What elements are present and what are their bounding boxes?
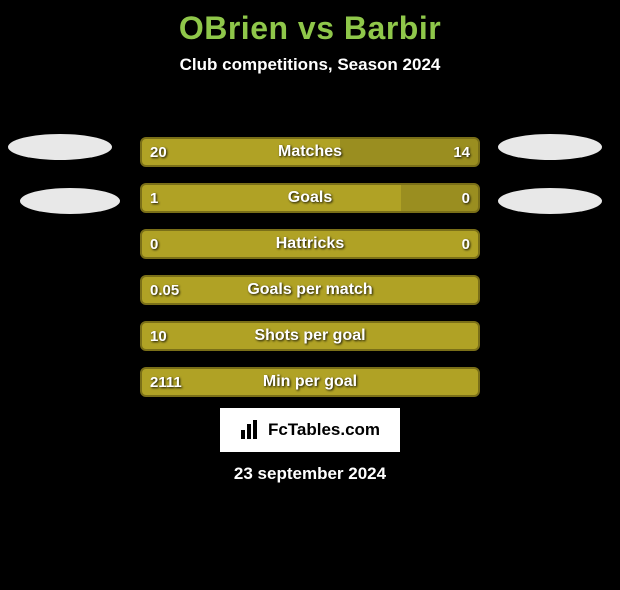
logo-text: FcTables.com bbox=[268, 420, 380, 440]
bars-icon bbox=[240, 420, 262, 440]
stat-bar-track bbox=[140, 229, 480, 259]
page-title: OBrien vs Barbir bbox=[0, 10, 620, 47]
stat-bar-track bbox=[140, 275, 480, 305]
fctables-logo: FcTables.com bbox=[220, 408, 400, 452]
stat-row: Min per goal2111 bbox=[0, 360, 620, 406]
stat-row: Shots per goal10 bbox=[0, 314, 620, 360]
stat-bar-track bbox=[140, 321, 480, 351]
stats-bars: Matches2014Goals10Hattricks00Goals per m… bbox=[0, 130, 620, 406]
page-subtitle: Club competitions, Season 2024 bbox=[0, 55, 620, 75]
stat-bar-track bbox=[140, 367, 480, 397]
stat-row: Goals per match0.05 bbox=[0, 268, 620, 314]
root: OBrien vs Barbir Club competitions, Seas… bbox=[0, 10, 620, 590]
date-text: 23 september 2024 bbox=[0, 464, 620, 484]
stat-row: Goals10 bbox=[0, 176, 620, 222]
stat-bar-track bbox=[140, 137, 480, 167]
stat-bar-track bbox=[140, 183, 480, 213]
stat-row: Matches2014 bbox=[0, 130, 620, 176]
stat-row: Hattricks00 bbox=[0, 222, 620, 268]
